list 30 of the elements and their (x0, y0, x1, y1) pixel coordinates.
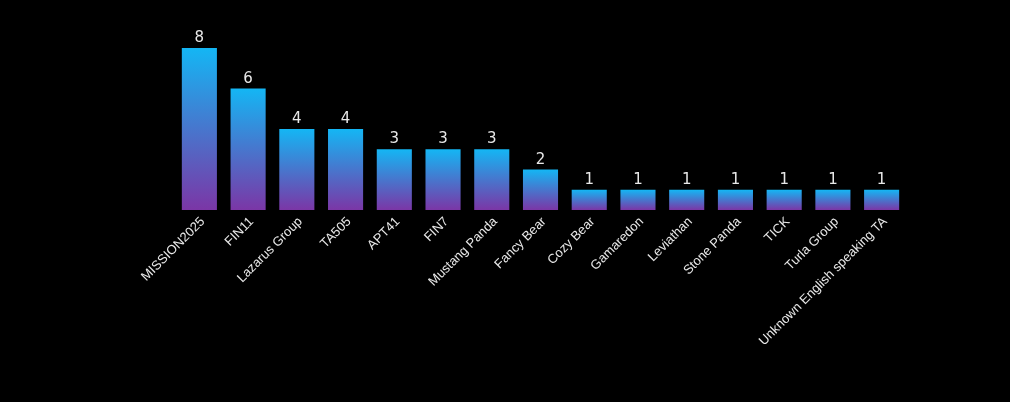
data-label: 3 (486, 129, 497, 148)
data-label: 8 (194, 28, 205, 46)
data-label: 1 (876, 169, 887, 188)
bar (717, 189, 753, 210)
data-label: 3 (438, 129, 448, 148)
data-label: 2 (535, 149, 546, 168)
bar (864, 189, 900, 210)
bar (815, 189, 851, 210)
bar (522, 169, 559, 210)
bar (571, 189, 607, 210)
data-label: 1 (633, 169, 643, 188)
data-label: 3 (389, 129, 400, 148)
data-label: 1 (828, 169, 838, 188)
data-label: 1 (681, 169, 692, 188)
data-label: 4 (292, 109, 302, 127)
data-label: 4 (340, 109, 351, 127)
data-label: 1 (730, 169, 741, 188)
bar (181, 48, 217, 210)
bar (279, 129, 315, 210)
bar (766, 189, 802, 210)
bar (230, 88, 266, 210)
data-label: 1 (779, 169, 789, 188)
bar (328, 129, 364, 210)
bar (474, 149, 510, 210)
bar (669, 189, 705, 210)
data-label: 6 (243, 68, 253, 87)
bar (376, 149, 412, 210)
data-label: 1 (584, 169, 595, 188)
bar (620, 189, 656, 210)
bar (425, 149, 461, 210)
